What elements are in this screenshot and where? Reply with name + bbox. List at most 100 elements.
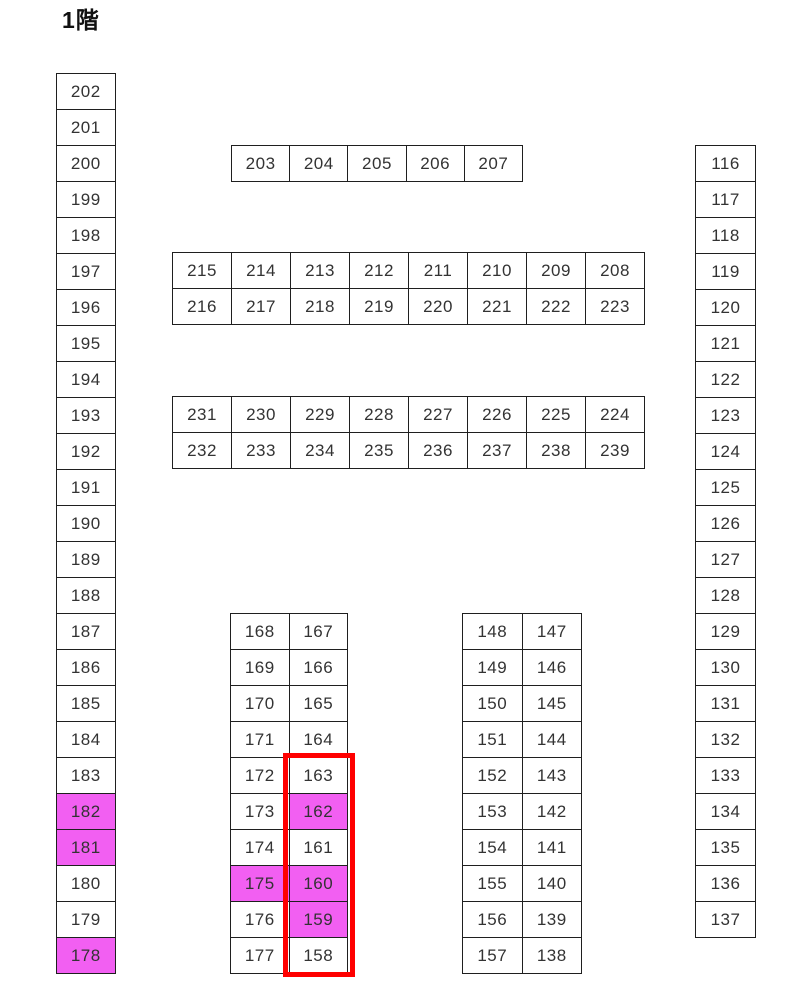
seat-cell-168[interactable]: 168 [231, 614, 290, 650]
seat-cell-140[interactable]: 140 [522, 866, 582, 902]
seat-cell-120[interactable]: 120 [696, 290, 756, 326]
seat-cell-159[interactable]: 159 [289, 902, 348, 938]
seat-cell-148[interactable]: 148 [463, 614, 523, 650]
seat-cell-172[interactable]: 172 [231, 758, 290, 794]
seat-cell-195[interactable]: 195 [57, 326, 116, 362]
seat-cell-178[interactable]: 178 [57, 938, 116, 974]
seat-cell-161[interactable]: 161 [289, 830, 348, 866]
seat-cell-210[interactable]: 210 [468, 253, 527, 289]
seat-cell-237[interactable]: 237 [468, 433, 527, 469]
seat-cell-219[interactable]: 219 [350, 289, 409, 325]
seat-cell-116[interactable]: 116 [696, 146, 756, 182]
seat-cell-136[interactable]: 136 [696, 866, 756, 902]
seat-cell-164[interactable]: 164 [289, 722, 348, 758]
seat-cell-185[interactable]: 185 [57, 686, 116, 722]
seat-cell-154[interactable]: 154 [463, 830, 523, 866]
seat-cell-193[interactable]: 193 [57, 398, 116, 434]
seat-cell-163[interactable]: 163 [289, 758, 348, 794]
seat-cell-133[interactable]: 133 [696, 758, 756, 794]
seat-cell-127[interactable]: 127 [696, 542, 756, 578]
seat-cell-166[interactable]: 166 [289, 650, 348, 686]
seat-cell-215[interactable]: 215 [173, 253, 232, 289]
seat-cell-238[interactable]: 238 [527, 433, 586, 469]
seat-cell-232[interactable]: 232 [173, 433, 232, 469]
seat-cell-144[interactable]: 144 [522, 722, 582, 758]
seat-cell-200[interactable]: 200 [57, 146, 116, 182]
seat-cell-188[interactable]: 188 [57, 578, 116, 614]
seat-cell-130[interactable]: 130 [696, 650, 756, 686]
seat-cell-231[interactable]: 231 [173, 397, 232, 433]
seat-cell-189[interactable]: 189 [57, 542, 116, 578]
seat-cell-221[interactable]: 221 [468, 289, 527, 325]
seat-cell-212[interactable]: 212 [350, 253, 409, 289]
seat-cell-177[interactable]: 177 [231, 938, 290, 974]
seat-cell-156[interactable]: 156 [463, 902, 523, 938]
seat-cell-207[interactable]: 207 [464, 146, 523, 182]
seat-cell-150[interactable]: 150 [463, 686, 523, 722]
seat-cell-121[interactable]: 121 [696, 326, 756, 362]
seat-cell-216[interactable]: 216 [173, 289, 232, 325]
seat-cell-214[interactable]: 214 [232, 253, 291, 289]
seat-cell-142[interactable]: 142 [522, 794, 582, 830]
seat-cell-160[interactable]: 160 [289, 866, 348, 902]
seat-cell-227[interactable]: 227 [409, 397, 468, 433]
seat-cell-228[interactable]: 228 [350, 397, 409, 433]
seat-cell-129[interactable]: 129 [696, 614, 756, 650]
seat-cell-128[interactable]: 128 [696, 578, 756, 614]
seat-cell-141[interactable]: 141 [522, 830, 582, 866]
seat-cell-139[interactable]: 139 [522, 902, 582, 938]
seat-cell-202[interactable]: 202 [57, 74, 116, 110]
seat-cell-171[interactable]: 171 [231, 722, 290, 758]
seat-cell-234[interactable]: 234 [291, 433, 350, 469]
seat-cell-222[interactable]: 222 [527, 289, 586, 325]
seat-cell-199[interactable]: 199 [57, 182, 116, 218]
seat-cell-167[interactable]: 167 [289, 614, 348, 650]
seat-cell-124[interactable]: 124 [696, 434, 756, 470]
seat-cell-206[interactable]: 206 [406, 146, 465, 182]
seat-cell-125[interactable]: 125 [696, 470, 756, 506]
seat-cell-157[interactable]: 157 [463, 938, 523, 974]
seat-cell-117[interactable]: 117 [696, 182, 756, 218]
seat-cell-224[interactable]: 224 [586, 397, 645, 433]
seat-cell-182[interactable]: 182 [57, 794, 116, 830]
seat-cell-208[interactable]: 208 [586, 253, 645, 289]
seat-cell-173[interactable]: 173 [231, 794, 290, 830]
seat-cell-179[interactable]: 179 [57, 902, 116, 938]
seat-cell-223[interactable]: 223 [586, 289, 645, 325]
seat-cell-226[interactable]: 226 [468, 397, 527, 433]
seat-cell-225[interactable]: 225 [527, 397, 586, 433]
seat-cell-145[interactable]: 145 [522, 686, 582, 722]
seat-cell-183[interactable]: 183 [57, 758, 116, 794]
seat-cell-132[interactable]: 132 [696, 722, 756, 758]
seat-cell-143[interactable]: 143 [522, 758, 582, 794]
seat-cell-176[interactable]: 176 [231, 902, 290, 938]
seat-cell-175[interactable]: 175 [231, 866, 290, 902]
seat-cell-152[interactable]: 152 [463, 758, 523, 794]
seat-cell-230[interactable]: 230 [232, 397, 291, 433]
seat-cell-194[interactable]: 194 [57, 362, 116, 398]
seat-cell-187[interactable]: 187 [57, 614, 116, 650]
seat-cell-165[interactable]: 165 [289, 686, 348, 722]
seat-cell-197[interactable]: 197 [57, 254, 116, 290]
seat-cell-158[interactable]: 158 [289, 938, 348, 974]
seat-cell-236[interactable]: 236 [409, 433, 468, 469]
seat-cell-147[interactable]: 147 [522, 614, 582, 650]
seat-cell-126[interactable]: 126 [696, 506, 756, 542]
seat-cell-186[interactable]: 186 [57, 650, 116, 686]
seat-cell-180[interactable]: 180 [57, 866, 116, 902]
seat-cell-151[interactable]: 151 [463, 722, 523, 758]
seat-cell-209[interactable]: 209 [527, 253, 586, 289]
seat-cell-149[interactable]: 149 [463, 650, 523, 686]
seat-cell-211[interactable]: 211 [409, 253, 468, 289]
seat-cell-220[interactable]: 220 [409, 289, 468, 325]
seat-cell-135[interactable]: 135 [696, 830, 756, 866]
seat-cell-239[interactable]: 239 [586, 433, 645, 469]
seat-cell-184[interactable]: 184 [57, 722, 116, 758]
seat-cell-134[interactable]: 134 [696, 794, 756, 830]
seat-cell-181[interactable]: 181 [57, 830, 116, 866]
seat-cell-205[interactable]: 205 [348, 146, 407, 182]
seat-cell-204[interactable]: 204 [290, 146, 349, 182]
seat-cell-217[interactable]: 217 [232, 289, 291, 325]
seat-cell-233[interactable]: 233 [232, 433, 291, 469]
seat-cell-118[interactable]: 118 [696, 218, 756, 254]
